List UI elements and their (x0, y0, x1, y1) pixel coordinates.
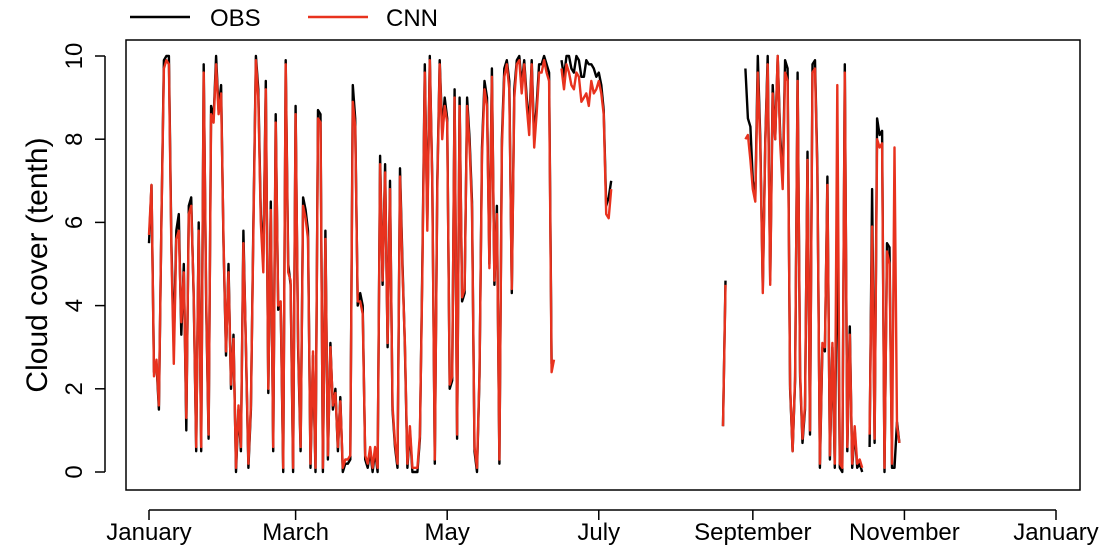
x-tick-label: March (262, 519, 329, 546)
y-tick-label: 10 (61, 43, 88, 70)
x-axis: January March May July September November Janu… (106, 509, 1099, 546)
legend-label-cnn: CNN (386, 5, 438, 32)
y-tick-label: 8 (61, 133, 88, 146)
series-line-cnn (147, 54, 901, 469)
y-tick-label: 2 (61, 382, 88, 395)
y-tick-label: 6 (61, 216, 88, 229)
x-tick-label: September (694, 519, 811, 546)
plot-frame (125, 39, 1081, 491)
legend: OBS CNN (130, 5, 438, 32)
x-tick-label: January (1013, 519, 1098, 546)
y-axis: 0 2 4 6 8 10 (61, 43, 106, 479)
y-tick-label: 0 (61, 465, 88, 478)
series-layer (147, 54, 901, 474)
y-axis-label: Cloud cover (tenth) (21, 137, 54, 392)
x-tick-label: July (577, 519, 620, 546)
legend-label-obs: OBS (210, 5, 261, 32)
y-tick-label: 4 (61, 299, 88, 312)
x-tick-label: May (425, 519, 470, 546)
x-tick-label: November (849, 519, 960, 546)
x-tick-label: January (106, 519, 191, 546)
